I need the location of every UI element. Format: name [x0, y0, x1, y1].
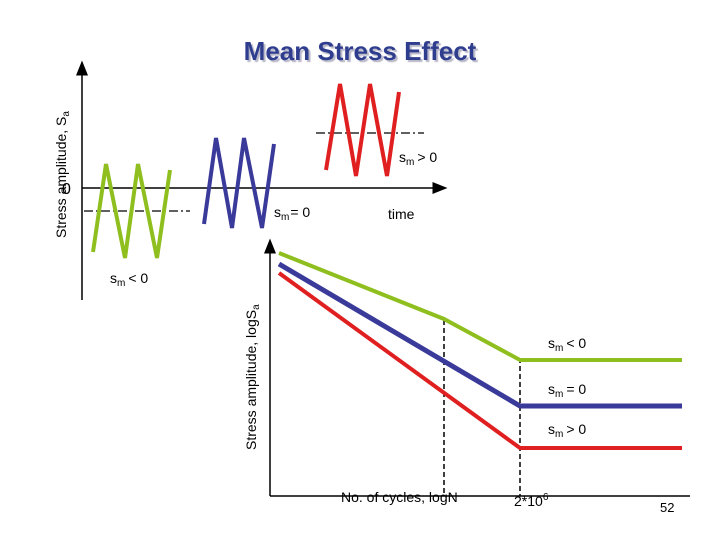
sn-curve-label-zero-mean: sm = 0 [548, 381, 586, 400]
sn-curve-zero-mean [277, 261, 682, 409]
sn-diagram: Stress amplitude, logSa sm < 0 sm = 0 sm > … [243, 238, 690, 509]
origin-label: 0 [62, 181, 71, 198]
stress-amplitude-axis-label: Stress amplitude, Sa [53, 111, 72, 238]
time-axis-label: time [388, 206, 415, 222]
waveform-label-compressive: sm < 0 [110, 270, 148, 289]
page-number: 52 [660, 500, 674, 515]
sn-curve-label-tensile: sm > 0 [548, 421, 586, 440]
log-cycles-axis-label: No. of cycles, logN [341, 489, 458, 505]
sn-curve-tensile [277, 271, 682, 450]
waveform-label-tensile: sm > 0 [399, 149, 437, 168]
log-stress-axis-label: Stress amplitude, logSa [243, 304, 262, 450]
waveform-tensile [324, 83, 401, 177]
knee-label-2e6: 2*106 [514, 492, 549, 509]
slide-title: Mean Stress Effect [243, 36, 477, 66]
sn-curve-compressive [278, 251, 682, 362]
stress-time-diagram: Stress amplitude, Sa 0 time sm < 0 sm= 0 … [53, 60, 448, 300]
waveform-label-zero-mean: sm= 0 [274, 204, 310, 223]
waveform-compressive [91, 163, 172, 259]
sn-curve-label-compressive: sm < 0 [548, 335, 586, 354]
waveform-zero-mean [202, 137, 276, 229]
